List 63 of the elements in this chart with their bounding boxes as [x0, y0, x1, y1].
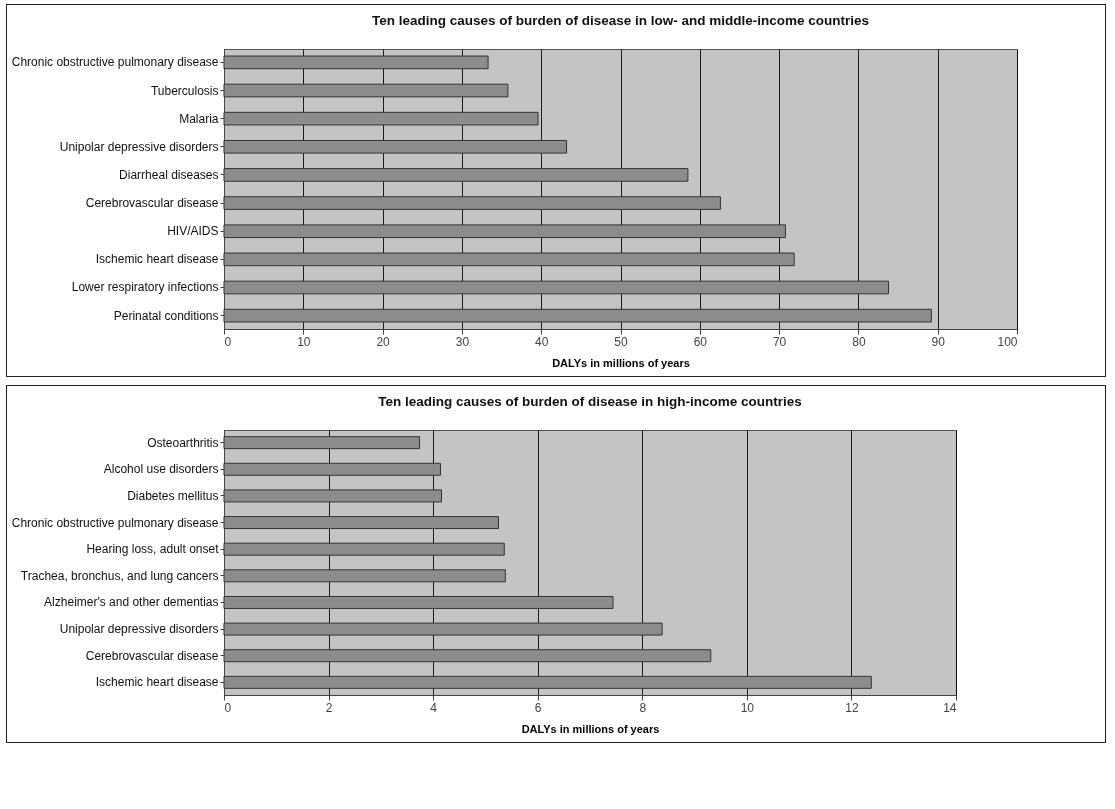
bar: [223, 224, 786, 239]
x-axis-title: DALYs in millions of years: [521, 722, 660, 735]
x-tick-label: 4: [430, 700, 438, 715]
y-tick-label: Chronic obstructive pulmonary disease: [11, 55, 219, 70]
x-tick-label: 0: [224, 700, 232, 715]
bar: [223, 55, 489, 70]
chart-title: Ten leading causes of burden of disease in low- and middle-income countries: [371, 12, 870, 28]
chart-title: Ten leading causes of burden of disease in high-income countries: [378, 393, 802, 409]
bar: [223, 280, 890, 295]
bar: [223, 542, 505, 556]
y-tick-label: Osteoarthritis: [147, 435, 219, 450]
x-tick-label: 8: [639, 700, 647, 715]
x-tick-label: 90: [931, 334, 946, 349]
y-tick-label: Malaria: [179, 111, 219, 126]
x-tick-label: 6: [534, 700, 542, 715]
y-tick-label: Tuberculosis: [150, 83, 219, 98]
bar: [223, 622, 663, 636]
y-tick-label: Diarrheal diseases: [119, 167, 219, 182]
x-tick-label: 100: [997, 334, 1018, 349]
bar: [223, 569, 506, 583]
x-tick-label: 10: [297, 334, 311, 349]
bar: [223, 675, 872, 689]
y-tick-label: Hearing loss, adult onset: [86, 542, 220, 557]
bar: [223, 516, 499, 530]
x-tick-label: 14: [943, 700, 957, 715]
y-tick-label: Ischemic heart disease: [95, 252, 219, 267]
x-tick-label: 50: [614, 334, 628, 349]
bar: [223, 168, 689, 182]
x-tick-label: 60: [693, 334, 708, 349]
x-tick-label: 80: [852, 334, 866, 349]
bar: [223, 139, 568, 154]
y-tick-label: Cerebrovascular disease: [85, 196, 219, 211]
bar: [223, 595, 614, 609]
bar: [223, 489, 443, 503]
x-tick-label: 12: [845, 700, 859, 715]
y-tick-label: Alzheimer's and other dementias: [44, 595, 219, 610]
y-tick-label: Alcohol use disorders: [103, 462, 219, 477]
x-tick-label: 2: [325, 700, 333, 715]
bar: [223, 83, 509, 98]
x-tick-label: 70: [772, 334, 787, 349]
bar: [223, 436, 421, 450]
bar: [223, 462, 441, 476]
y-tick-label: Trachea, bronchus, and lung cancers: [20, 568, 219, 583]
bar: [223, 111, 539, 126]
y-tick-label: Ischemic heart disease: [95, 675, 219, 690]
y-tick-label: HIV/AIDS: [167, 224, 219, 239]
y-tick-label: Perinatal conditions: [113, 308, 219, 323]
bar: [223, 196, 721, 210]
y-tick-label: Diabetes mellitus: [127, 488, 219, 503]
y-tick-label: Unipolar depressive disorders: [59, 139, 219, 154]
x-tick-label: 20: [376, 334, 391, 349]
bar: [223, 252, 795, 267]
x-tick-label: 0: [224, 334, 232, 349]
y-tick-label: Cerebrovascular disease: [85, 648, 219, 663]
bar: [223, 308, 932, 323]
y-tick-label: Unipolar depressive disorders: [59, 622, 219, 637]
bar: [223, 649, 712, 663]
x-tick-label: 40: [535, 334, 549, 349]
x-tick-label: 10: [740, 700, 755, 715]
y-tick-label: Lower respiratory infections: [71, 280, 219, 295]
x-axis-title: DALYs in millions of years: [552, 356, 690, 369]
x-tick-label: 30: [455, 334, 470, 349]
y-tick-label: Chronic obstructive pulmonary disease: [11, 515, 219, 530]
